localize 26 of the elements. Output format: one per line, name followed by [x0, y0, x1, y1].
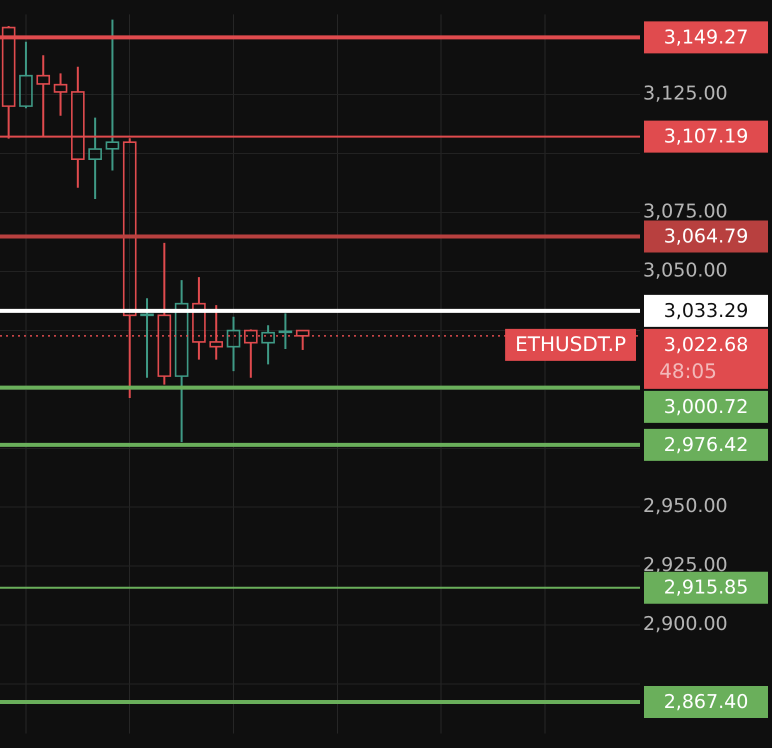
- ref-line-label: 2,915.85: [664, 576, 748, 599]
- ref-line-label: 3,107.19: [664, 126, 748, 148]
- candlestick: [278, 312, 292, 350]
- y-tick-label: 2,925.00: [643, 554, 728, 576]
- candlestick: [19, 40, 33, 110]
- candlestick: [54, 72, 68, 117]
- ref-line-label: 3,000.72: [664, 396, 748, 418]
- ref-line-label: 3,064.79: [664, 225, 748, 248]
- candlestick: [261, 324, 275, 366]
- ref-line-label: 2,867.40: [664, 690, 748, 713]
- candlestick: [140, 297, 154, 379]
- y-tick-label: 2,900.00: [643, 613, 728, 636]
- annotation: ETHUSDT.P: [515, 332, 626, 356]
- ref-line-label: 3,022.68: [664, 334, 748, 356]
- y-tick-label: 3,125.00: [643, 82, 728, 105]
- y-tick-label: 3,075.00: [643, 200, 728, 222]
- y-tick-label: 2,950.00: [643, 495, 728, 518]
- candlestick: [174, 279, 188, 444]
- candlestick: [88, 116, 102, 200]
- candlestick: [226, 316, 240, 372]
- ref-line-label: 3,033.29: [664, 300, 748, 322]
- candlestick: [106, 18, 120, 172]
- ref-line-label: 2,976.42: [664, 434, 748, 456]
- text: 48:05: [659, 359, 717, 384]
- ref-line-label: 3,149.27: [664, 26, 748, 48]
- y-tick-label: 3,050.00: [643, 259, 728, 282]
